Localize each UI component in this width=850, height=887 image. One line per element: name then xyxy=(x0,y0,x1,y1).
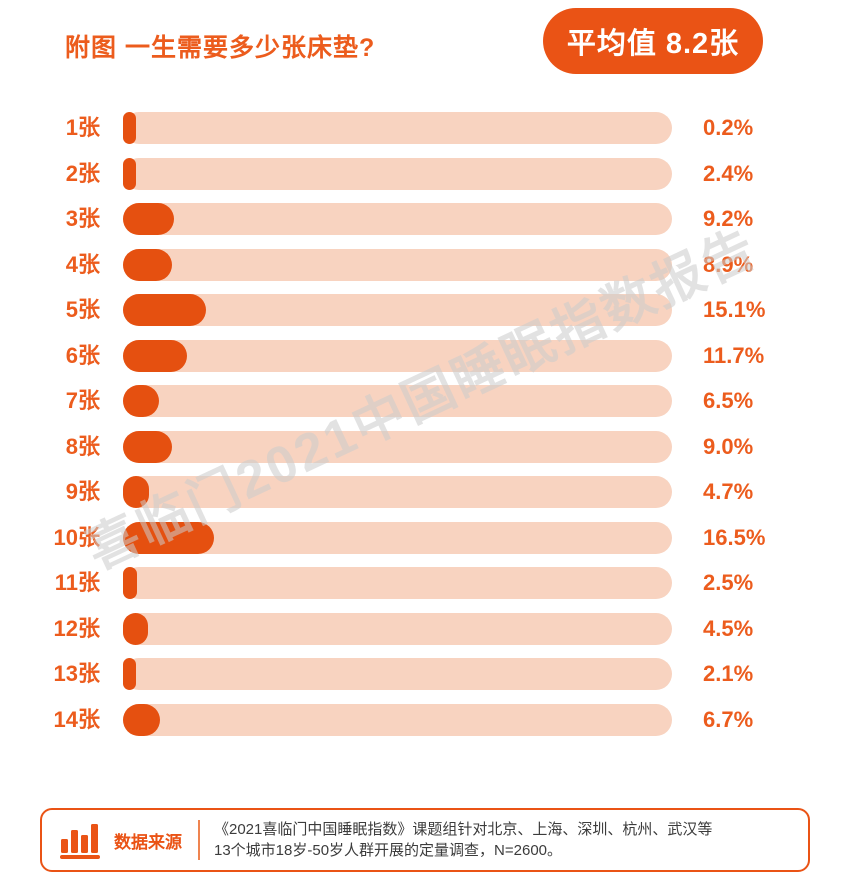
category-label: 2张 xyxy=(65,160,100,186)
bar-track xyxy=(123,294,672,326)
chart-row: 14张 6.7% xyxy=(0,703,850,736)
value-label: 11.7% xyxy=(703,342,765,368)
value-label: 9.0% xyxy=(703,433,754,459)
chart-row: 4张 8.9% xyxy=(0,248,850,281)
bar-fill xyxy=(123,203,174,235)
bar-track xyxy=(123,612,672,645)
bar-track xyxy=(123,521,672,554)
bar-fill xyxy=(123,612,148,645)
bar-fill xyxy=(123,567,137,599)
bar-fill xyxy=(123,112,136,144)
data-source-note-line1: 《2021喜临门中国睡眠指数》课题组针对北京、上海、深圳、杭州、武汉等 xyxy=(214,821,713,838)
chart-row: 11张 2.5% xyxy=(0,567,850,599)
chart-row: 3张 9.2% xyxy=(0,203,850,235)
bar-track xyxy=(123,248,672,281)
chart-row: 12张 4.5% xyxy=(0,612,850,645)
chart-row: 8张 9.0% xyxy=(0,430,850,463)
bar-track xyxy=(123,703,672,736)
bar-track xyxy=(123,476,672,508)
footer-divider xyxy=(198,820,200,860)
category-label: 13张 xyxy=(53,661,100,686)
bar-fill xyxy=(123,339,188,372)
category-label: 1张 xyxy=(65,115,100,140)
category-label: 3张 xyxy=(65,206,100,231)
bar-fill xyxy=(123,476,149,508)
value-label: 4.7% xyxy=(703,479,754,504)
bar-fill xyxy=(123,294,206,326)
category-label: 4张 xyxy=(65,251,100,277)
chart-row: 13张 2.1% xyxy=(0,658,850,690)
bar-track xyxy=(123,658,672,690)
bar-track xyxy=(123,112,672,144)
value-label: 2.4% xyxy=(703,160,754,186)
bar-fill xyxy=(123,703,160,736)
bar-fill xyxy=(123,430,173,463)
category-label: 12张 xyxy=(53,615,100,641)
bar-track xyxy=(123,203,672,235)
bar-fill xyxy=(123,157,137,190)
chart-row: 10张 16.5% xyxy=(0,521,850,554)
page-title: 附图 一生需要多少张床垫? xyxy=(65,34,376,62)
bar-fill xyxy=(123,385,159,417)
bar-track xyxy=(123,157,672,190)
data-source-label: 数据来源 xyxy=(114,832,182,852)
chart-row: 9张 4.7% xyxy=(0,476,850,508)
bar-track xyxy=(123,430,672,463)
value-label: 6.5% xyxy=(703,388,754,413)
bar-fill xyxy=(123,521,214,554)
bar-track xyxy=(123,339,672,372)
value-label: 2.1% xyxy=(703,661,754,686)
category-label: 14张 xyxy=(53,706,100,732)
category-label: 7张 xyxy=(65,388,100,413)
bar-fill xyxy=(123,248,172,281)
value-label: 9.2% xyxy=(703,206,754,231)
value-label: 6.7% xyxy=(703,706,754,732)
bar-chart-icon xyxy=(60,821,104,859)
data-source-panel: 数据来源 《2021喜临门中国睡眠指数》课题组针对北京、上海、深圳、杭州、武汉等… xyxy=(40,808,810,872)
chart-row: 6张 11.7% xyxy=(0,339,850,372)
category-label: 5张 xyxy=(65,297,100,322)
chart-row: 1张 0.2% xyxy=(0,112,850,144)
bar-track xyxy=(123,385,672,417)
chart-row: 2张 2.4% xyxy=(0,157,850,190)
chart-row: 5张 15.1% xyxy=(0,294,850,326)
category-label: 11张 xyxy=(54,570,100,595)
value-label: 8.9% xyxy=(703,251,754,277)
average-value-badge: 平均值 8.2张 xyxy=(543,8,763,74)
value-label: 15.1% xyxy=(703,297,766,322)
category-label: 6张 xyxy=(65,342,100,368)
value-label: 0.2% xyxy=(703,115,754,140)
category-label: 8张 xyxy=(65,433,100,459)
value-label: 2.5% xyxy=(703,570,754,595)
chart-row: 7张 6.5% xyxy=(0,385,850,417)
bar-track xyxy=(123,567,672,599)
data-source-note: 《2021喜临门中国睡眠指数》课题组针对北京、上海、深圳、杭州、武汉等 13个城… xyxy=(214,819,712,861)
bar-fill xyxy=(123,658,136,690)
value-label: 4.5% xyxy=(703,615,754,641)
category-label: 10张 xyxy=(53,524,100,550)
mattress-count-bar-chart: 1张 0.2% 2张 2.4% 3张 9.2% 4张 8.9% 5张 15.1% 6张 11.7% 7张… xyxy=(0,112,850,749)
data-source-note-line2: 13个城市18岁-50岁人群开展的定量调查，N=2600。 xyxy=(214,842,563,859)
value-label: 16.5% xyxy=(703,524,766,550)
category-label: 9张 xyxy=(65,479,100,504)
